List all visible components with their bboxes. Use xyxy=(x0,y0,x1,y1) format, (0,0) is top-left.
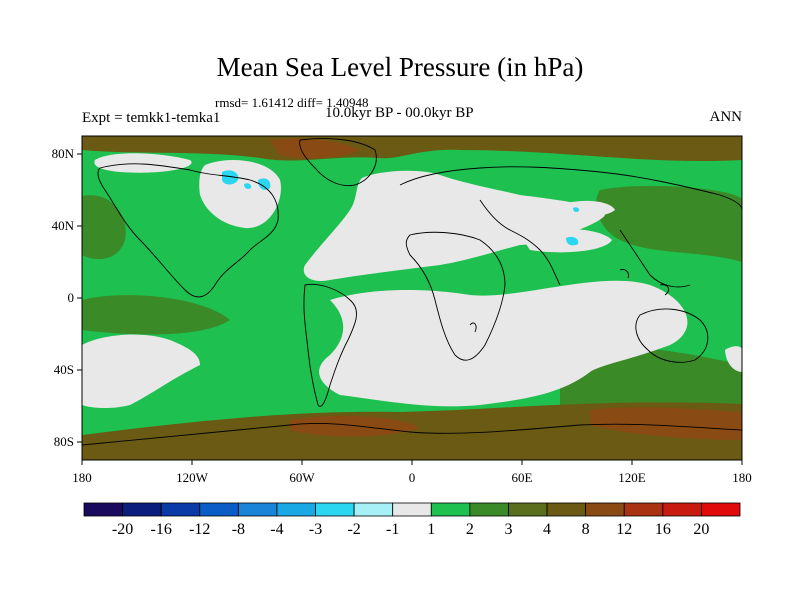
lon-label: 0 xyxy=(409,470,416,485)
latitude-axis: 80N 40N 0 40S 80S xyxy=(52,146,82,449)
mid-green-region xyxy=(596,185,742,262)
coastline-north-america xyxy=(97,163,279,298)
colorbar-label: 16 xyxy=(655,521,671,538)
lon-label: 180 xyxy=(732,470,752,485)
colorbar-box xyxy=(160,502,201,517)
colorbar-box xyxy=(508,502,548,517)
cyan-patch xyxy=(258,178,271,190)
colorbar-label: 12 xyxy=(616,521,632,538)
coastline-europe-asia xyxy=(399,166,742,288)
colorbar-label: -16 xyxy=(151,521,172,538)
colorbar-box xyxy=(623,502,664,517)
colorbar-box xyxy=(315,502,355,517)
mid-green-region xyxy=(82,295,230,335)
colorbar-label: -1 xyxy=(386,521,399,538)
colorbar-label: 8 xyxy=(582,521,590,538)
colorbar-label: -8 xyxy=(232,521,245,538)
neutral-zone xyxy=(725,346,742,372)
lat-label: 80S xyxy=(54,434,74,449)
coastlines xyxy=(82,138,742,446)
colorbar-label: 1 xyxy=(427,521,435,538)
colorbar-box xyxy=(469,502,509,517)
colorbar-box xyxy=(701,502,741,517)
lon-label: 120E xyxy=(618,470,646,485)
colorbar-box xyxy=(122,502,162,517)
cyan-patch xyxy=(566,236,579,246)
lat-label: 40S xyxy=(54,362,74,377)
colorbar-box xyxy=(237,502,278,517)
colorbar-box xyxy=(662,502,702,517)
longitude-axis: 180 120W 60W 0 60E 120E 180 xyxy=(72,460,752,485)
darkbrown-south-region xyxy=(290,415,420,437)
lon-label: 180 xyxy=(72,470,92,485)
period-label: 10.0kyr BP - 00.0kyr BP xyxy=(325,105,474,121)
experiment-label: Expt = temkk1-temka1 xyxy=(82,110,221,126)
colorbar-box xyxy=(392,502,432,517)
colorbar-label: -4 xyxy=(270,521,283,538)
colorbar-box xyxy=(199,502,239,517)
page-title: Mean Sea Level Pressure (in hPa) xyxy=(216,52,584,82)
season-label: ANN xyxy=(709,109,743,125)
colorbar-label: -20 xyxy=(112,521,133,538)
darkbrown-south-region xyxy=(590,407,742,440)
colorbar-box xyxy=(585,502,625,517)
coastline-australia xyxy=(635,308,709,363)
colorbar-label: 2 xyxy=(466,521,474,538)
colorbar-box xyxy=(276,502,316,517)
colorbar-label: 3 xyxy=(504,521,512,538)
cyan-patch xyxy=(573,207,580,212)
coastline-africa xyxy=(405,231,506,361)
colorbar-labels: -20 -16 -12 -8 -4 -3 -2 -1 1 2 3 4 8 12 16 20 xyxy=(112,521,709,538)
neutral-zone xyxy=(319,280,688,407)
coastline-islands xyxy=(469,269,670,333)
colorbar-box xyxy=(83,502,123,517)
neutral-zone xyxy=(94,153,192,173)
colorbar-label: -3 xyxy=(309,521,322,538)
map-fields xyxy=(82,136,742,460)
colorbar-label: -2 xyxy=(347,521,360,538)
neutral-zone xyxy=(82,334,200,409)
colorbar-box xyxy=(546,502,587,517)
colorbar-label: -12 xyxy=(189,521,210,538)
brown-south-region xyxy=(82,402,742,460)
lon-label: 60E xyxy=(512,470,533,485)
coastline-antarctica xyxy=(82,422,742,446)
lat-label: 0 xyxy=(68,290,75,305)
colorbar-label: 20 xyxy=(693,521,709,538)
cyan-patch xyxy=(244,183,252,189)
neutral-zone xyxy=(560,200,615,217)
neutral-zone xyxy=(199,160,281,229)
brown-north-region xyxy=(82,136,742,162)
colorbar-box xyxy=(353,502,394,517)
coastline-greenland xyxy=(299,138,377,187)
mid-green-region xyxy=(82,195,126,260)
cyan-patch xyxy=(222,170,239,185)
neutral-zone xyxy=(303,170,605,281)
darkbrown-north-region xyxy=(270,138,360,159)
coastline-south-america xyxy=(303,283,357,407)
colorbar-box xyxy=(430,502,471,517)
lat-label: 40N xyxy=(52,218,75,233)
lat-label: 80N xyxy=(52,146,75,161)
lon-label: 60W xyxy=(289,470,315,485)
neutral-zone xyxy=(520,228,612,253)
colorbar-label: 4 xyxy=(543,521,551,538)
colorbar-boxes xyxy=(83,502,741,517)
lon-label: 120W xyxy=(176,470,209,485)
rmsd-diff-text: rmsd= 1.61412 diff= 1.40948 xyxy=(215,95,369,110)
